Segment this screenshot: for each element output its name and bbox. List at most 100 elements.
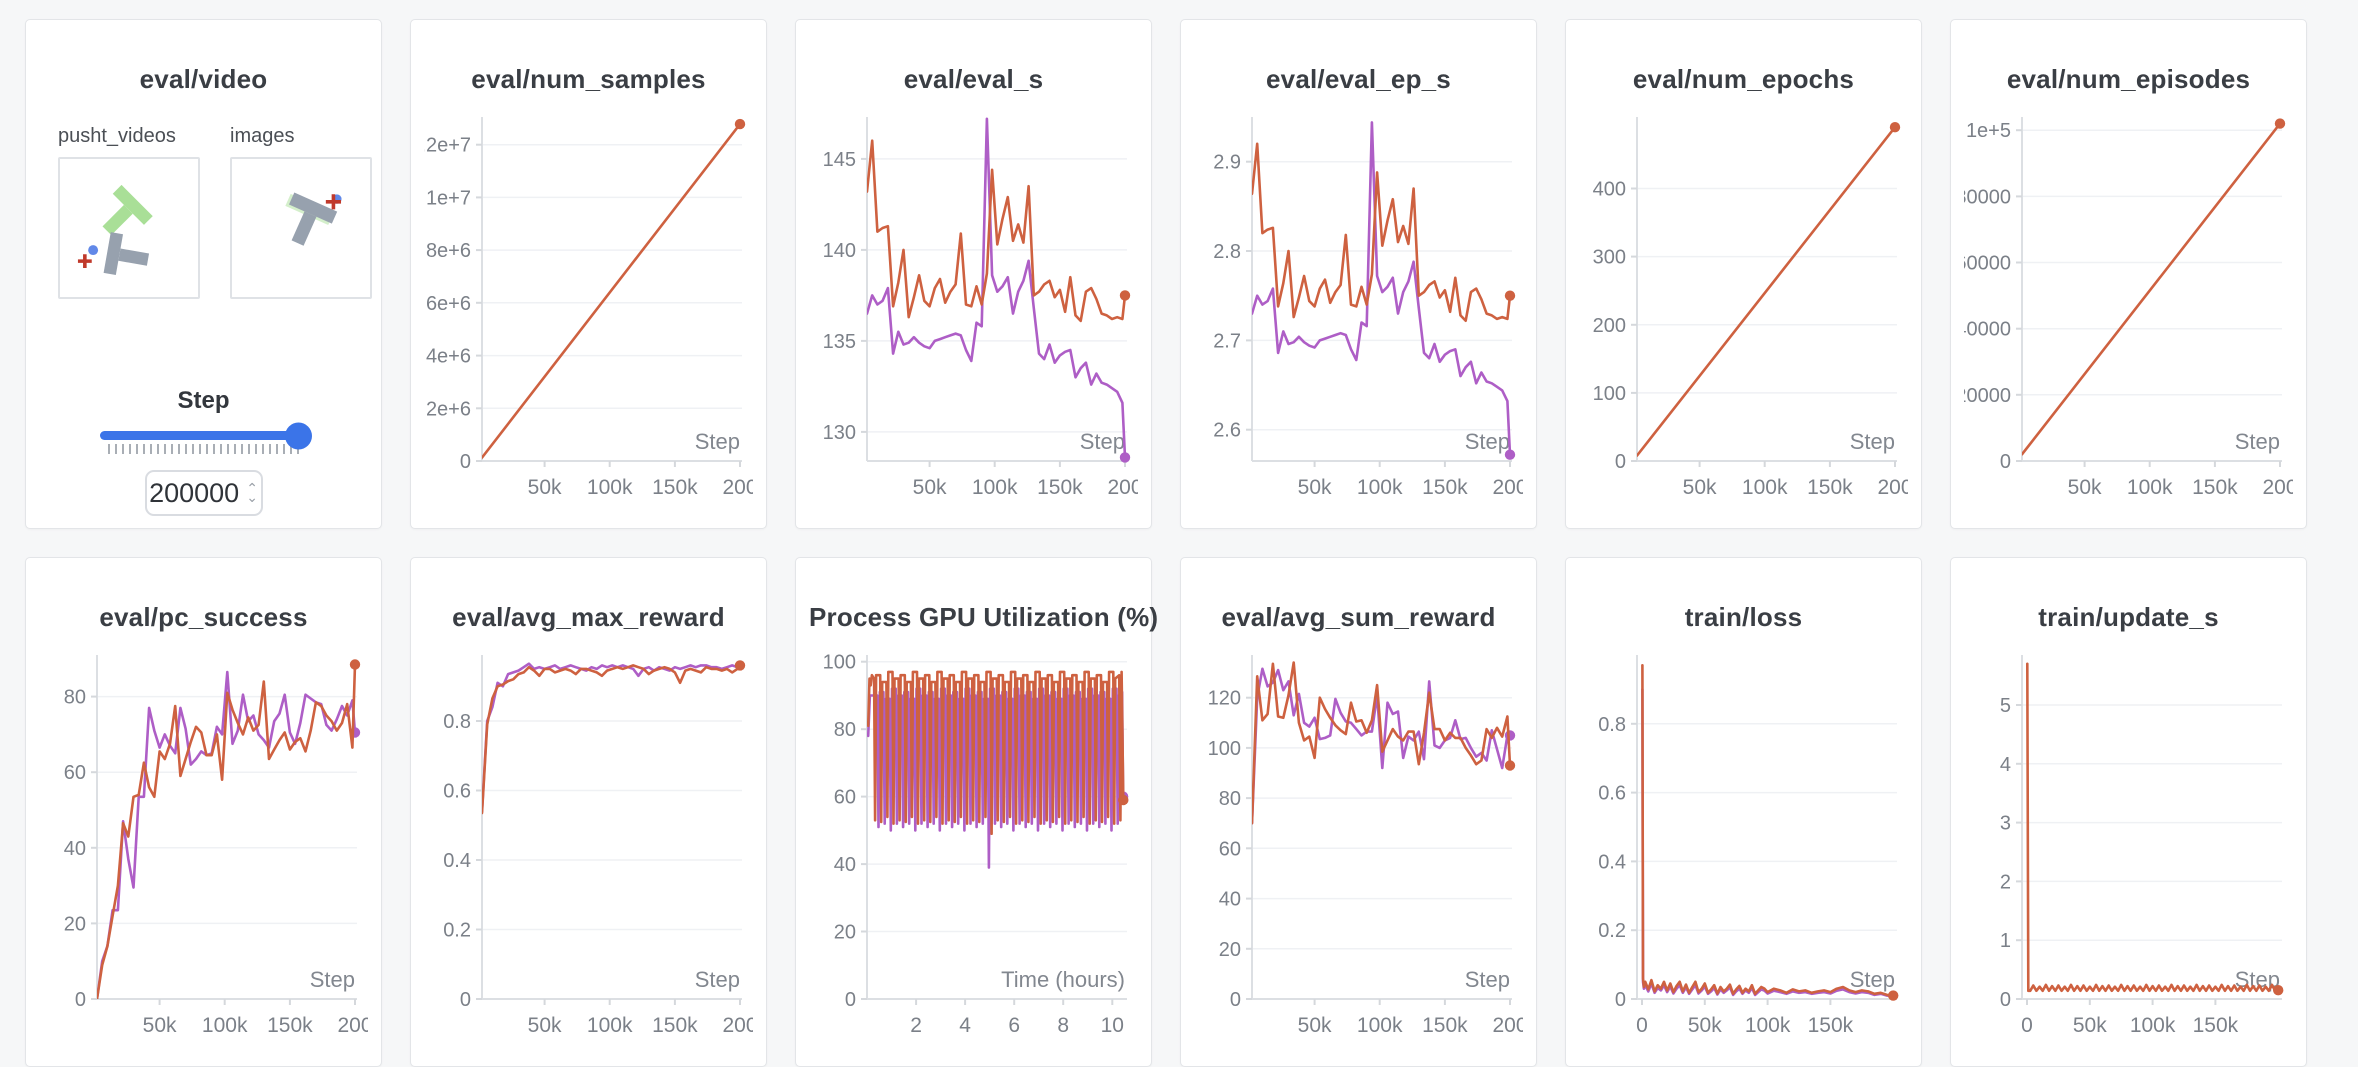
svg-text:2: 2 xyxy=(910,1014,922,1037)
svg-text:4: 4 xyxy=(959,1014,971,1037)
svg-text:150k: 150k xyxy=(2193,1014,2239,1037)
svg-text:150k: 150k xyxy=(1808,1014,1854,1037)
svg-text:1e+5: 1e+5 xyxy=(1966,120,2011,142)
svg-text:0.4: 0.4 xyxy=(443,850,471,872)
step-value[interactable]: 200000 xyxy=(149,477,240,508)
stepper-down-icon[interactable]: ⌄ xyxy=(246,489,258,505)
svg-text:135: 135 xyxy=(823,331,856,353)
svg-text:130: 130 xyxy=(823,422,856,444)
svg-text:150k: 150k xyxy=(267,1014,313,1037)
chart-plot-eval-num-episodes[interactable]: 0 20000 40000 60000 80000 1e+5 50k 100k 150k 200 S… xyxy=(1964,107,2293,511)
step-value-input[interactable]: 200000 ⌃ ⌄ xyxy=(144,470,263,516)
panel-process-gpu-utilization: Process GPU Utilization (%) 0 20 40 60 80 100… xyxy=(795,557,1159,1067)
svg-text:100k: 100k xyxy=(202,1014,248,1037)
svg-text:40: 40 xyxy=(834,854,856,876)
svg-text:0: 0 xyxy=(75,989,86,1011)
svg-text:0: 0 xyxy=(2000,451,2011,473)
svg-text:2.7: 2.7 xyxy=(1213,330,1241,352)
svg-text:200: 200 xyxy=(1877,476,1908,499)
chart-plot-eval-num-epochs[interactable]: 0 100 200 300 400 50k 100k 150k 200 Step xyxy=(1579,107,1908,511)
svg-text:50k: 50k xyxy=(528,476,562,499)
svg-text:145: 145 xyxy=(823,149,856,171)
svg-text:100k: 100k xyxy=(2127,476,2173,499)
svg-text:60000: 60000 xyxy=(1964,253,2011,275)
svg-text:1: 1 xyxy=(2000,930,2011,952)
svg-text:0.2: 0.2 xyxy=(1598,920,1626,942)
images-thumbnail[interactable] xyxy=(230,157,372,299)
chart-plot-eval-avg-max-reward[interactable]: 0 0.2 0.4 0.6 0.8 50k 100k 150k 200 Step xyxy=(424,645,753,1049)
svg-text:2.8: 2.8 xyxy=(1213,241,1241,263)
svg-text:40000: 40000 xyxy=(1964,319,2011,341)
svg-text:200: 200 xyxy=(722,476,753,499)
chart-title: eval/num_epochs xyxy=(1632,64,1855,94)
pusht-video-thumbnail[interactable] xyxy=(58,157,200,299)
svg-text:50k: 50k xyxy=(1688,1014,1722,1037)
svg-text:60: 60 xyxy=(64,762,86,784)
chart-plot-train-update-s[interactable]: 0 1 2 3 4 5 0 50k 100k 150k Step xyxy=(1964,645,2293,1049)
svg-text:4e+6: 4e+6 xyxy=(426,346,471,368)
svg-text:Step: Step xyxy=(695,967,740,992)
chart-plot-eval-avg-sum-reward[interactable]: 0 20 40 60 80 100 120 50k 100k 150k 200 Step xyxy=(1194,645,1523,1049)
svg-text:50k: 50k xyxy=(913,476,947,499)
svg-text:Step: Step xyxy=(695,429,740,454)
svg-text:50k: 50k xyxy=(1298,476,1332,499)
svg-text:20: 20 xyxy=(834,922,856,944)
svg-text:0: 0 xyxy=(1615,989,1626,1011)
chart-plot-train-loss[interactable]: 0 0.2 0.4 0.6 0.8 0 50k 100k 150k Step xyxy=(1579,645,1908,1049)
chart-title: eval/eval_s xyxy=(903,64,1044,94)
svg-text:60: 60 xyxy=(834,787,856,809)
step-slider-thumb[interactable] xyxy=(284,422,312,449)
panel-eval-avg-sum-reward: eval/avg_sum_reward 0 20 40 60 80 100 120 50k 10… xyxy=(1180,557,1537,1067)
svg-text:Step: Step xyxy=(310,967,355,992)
chart-plot-process-gpu-utilization[interactable]: 0 20 40 60 80 100 2 4 6 8 10 Time (hours) xyxy=(809,645,1138,1049)
svg-text:2e+6: 2e+6 xyxy=(426,398,471,420)
panel-eval-eval-ep-s: eval/eval_ep_s 2.6 2.7 2.8 2.9 50k 100k 150k 20… xyxy=(1180,19,1537,529)
svg-text:2: 2 xyxy=(2000,871,2011,893)
svg-text:100k: 100k xyxy=(1357,476,1403,499)
chart-plot-eval-num-samples[interactable]: 0 2e+6 4e+6 6e+6 8e+6 1e+7 1.2e+7 50k 100k 150k 20… xyxy=(424,107,753,511)
svg-text:200: 200 xyxy=(2262,476,2293,499)
panel-title-eval-video: eval/video xyxy=(139,64,268,94)
step-slider-track[interactable] xyxy=(99,422,312,449)
chart-title: eval/avg_max_reward xyxy=(452,602,725,632)
svg-text:50k: 50k xyxy=(1298,1014,1332,1037)
svg-text:Step: Step xyxy=(1465,967,1510,992)
svg-text:0: 0 xyxy=(2000,989,2011,1011)
chart-plot-eval-eval-s[interactable]: 130 135 140 145 50k 100k 150k 200 Step xyxy=(809,107,1138,511)
svg-text:150k: 150k xyxy=(652,476,698,499)
svg-text:150k: 150k xyxy=(2192,476,2238,499)
svg-text:8: 8 xyxy=(1057,1014,1069,1037)
svg-text:300: 300 xyxy=(1593,247,1626,269)
svg-text:20: 20 xyxy=(1219,939,1241,961)
svg-text:200: 200 xyxy=(1492,1014,1523,1037)
chart-plot-eval-pc-success[interactable]: 0 20 40 60 80 50k 100k 150k 200 Step xyxy=(39,645,368,1049)
panel-train-update-s: train/update_s 0 1 2 3 4 5 0 50k 100k 150k Step xyxy=(1950,557,2307,1067)
svg-text:0: 0 xyxy=(1615,451,1626,473)
svg-text:120: 120 xyxy=(1208,688,1241,710)
svg-text:80: 80 xyxy=(64,687,86,709)
svg-text:40: 40 xyxy=(64,838,86,860)
svg-text:80: 80 xyxy=(1219,788,1241,810)
svg-text:Step: Step xyxy=(2235,429,2280,454)
svg-text:Step: Step xyxy=(1465,429,1510,454)
chart-plot-eval-eval-ep-s[interactable]: 2.6 2.7 2.8 2.9 50k 100k 150k 200 Step xyxy=(1194,107,1523,511)
svg-text:Step: Step xyxy=(1080,429,1125,454)
step-slider-label: Step xyxy=(177,387,230,414)
step-slider[interactable] xyxy=(99,422,312,454)
panel-eval-num-epochs: eval/num_epochs 0 100 200 300 400 50k 100k 150k… xyxy=(1565,19,1922,529)
panel-eval-eval-s: eval/eval_s 130 135 140 145 50k 100k 150k 200 St… xyxy=(795,19,1152,529)
svg-text:0.2: 0.2 xyxy=(443,920,471,942)
svg-text:0.6: 0.6 xyxy=(443,781,471,803)
step-stepper[interactable]: ⌃ ⌄ xyxy=(246,480,258,505)
svg-text:100k: 100k xyxy=(1357,1014,1403,1037)
stepper-up-icon[interactable]: ⌃ xyxy=(246,480,258,496)
panel-eval-avg-max-reward: eval/avg_max_reward 0 0.2 0.4 0.6 0.8 50k 100k… xyxy=(410,557,767,1067)
svg-text:50k: 50k xyxy=(2068,476,2102,499)
svg-text:Step: Step xyxy=(1850,967,1895,992)
svg-text:Step: Step xyxy=(1850,429,1895,454)
chart-title: Process GPU Utilization (%) xyxy=(809,602,1159,632)
chart-title: eval/avg_sum_reward xyxy=(1221,602,1496,632)
svg-text:100k: 100k xyxy=(2130,1014,2176,1037)
svg-text:100: 100 xyxy=(1593,383,1626,405)
